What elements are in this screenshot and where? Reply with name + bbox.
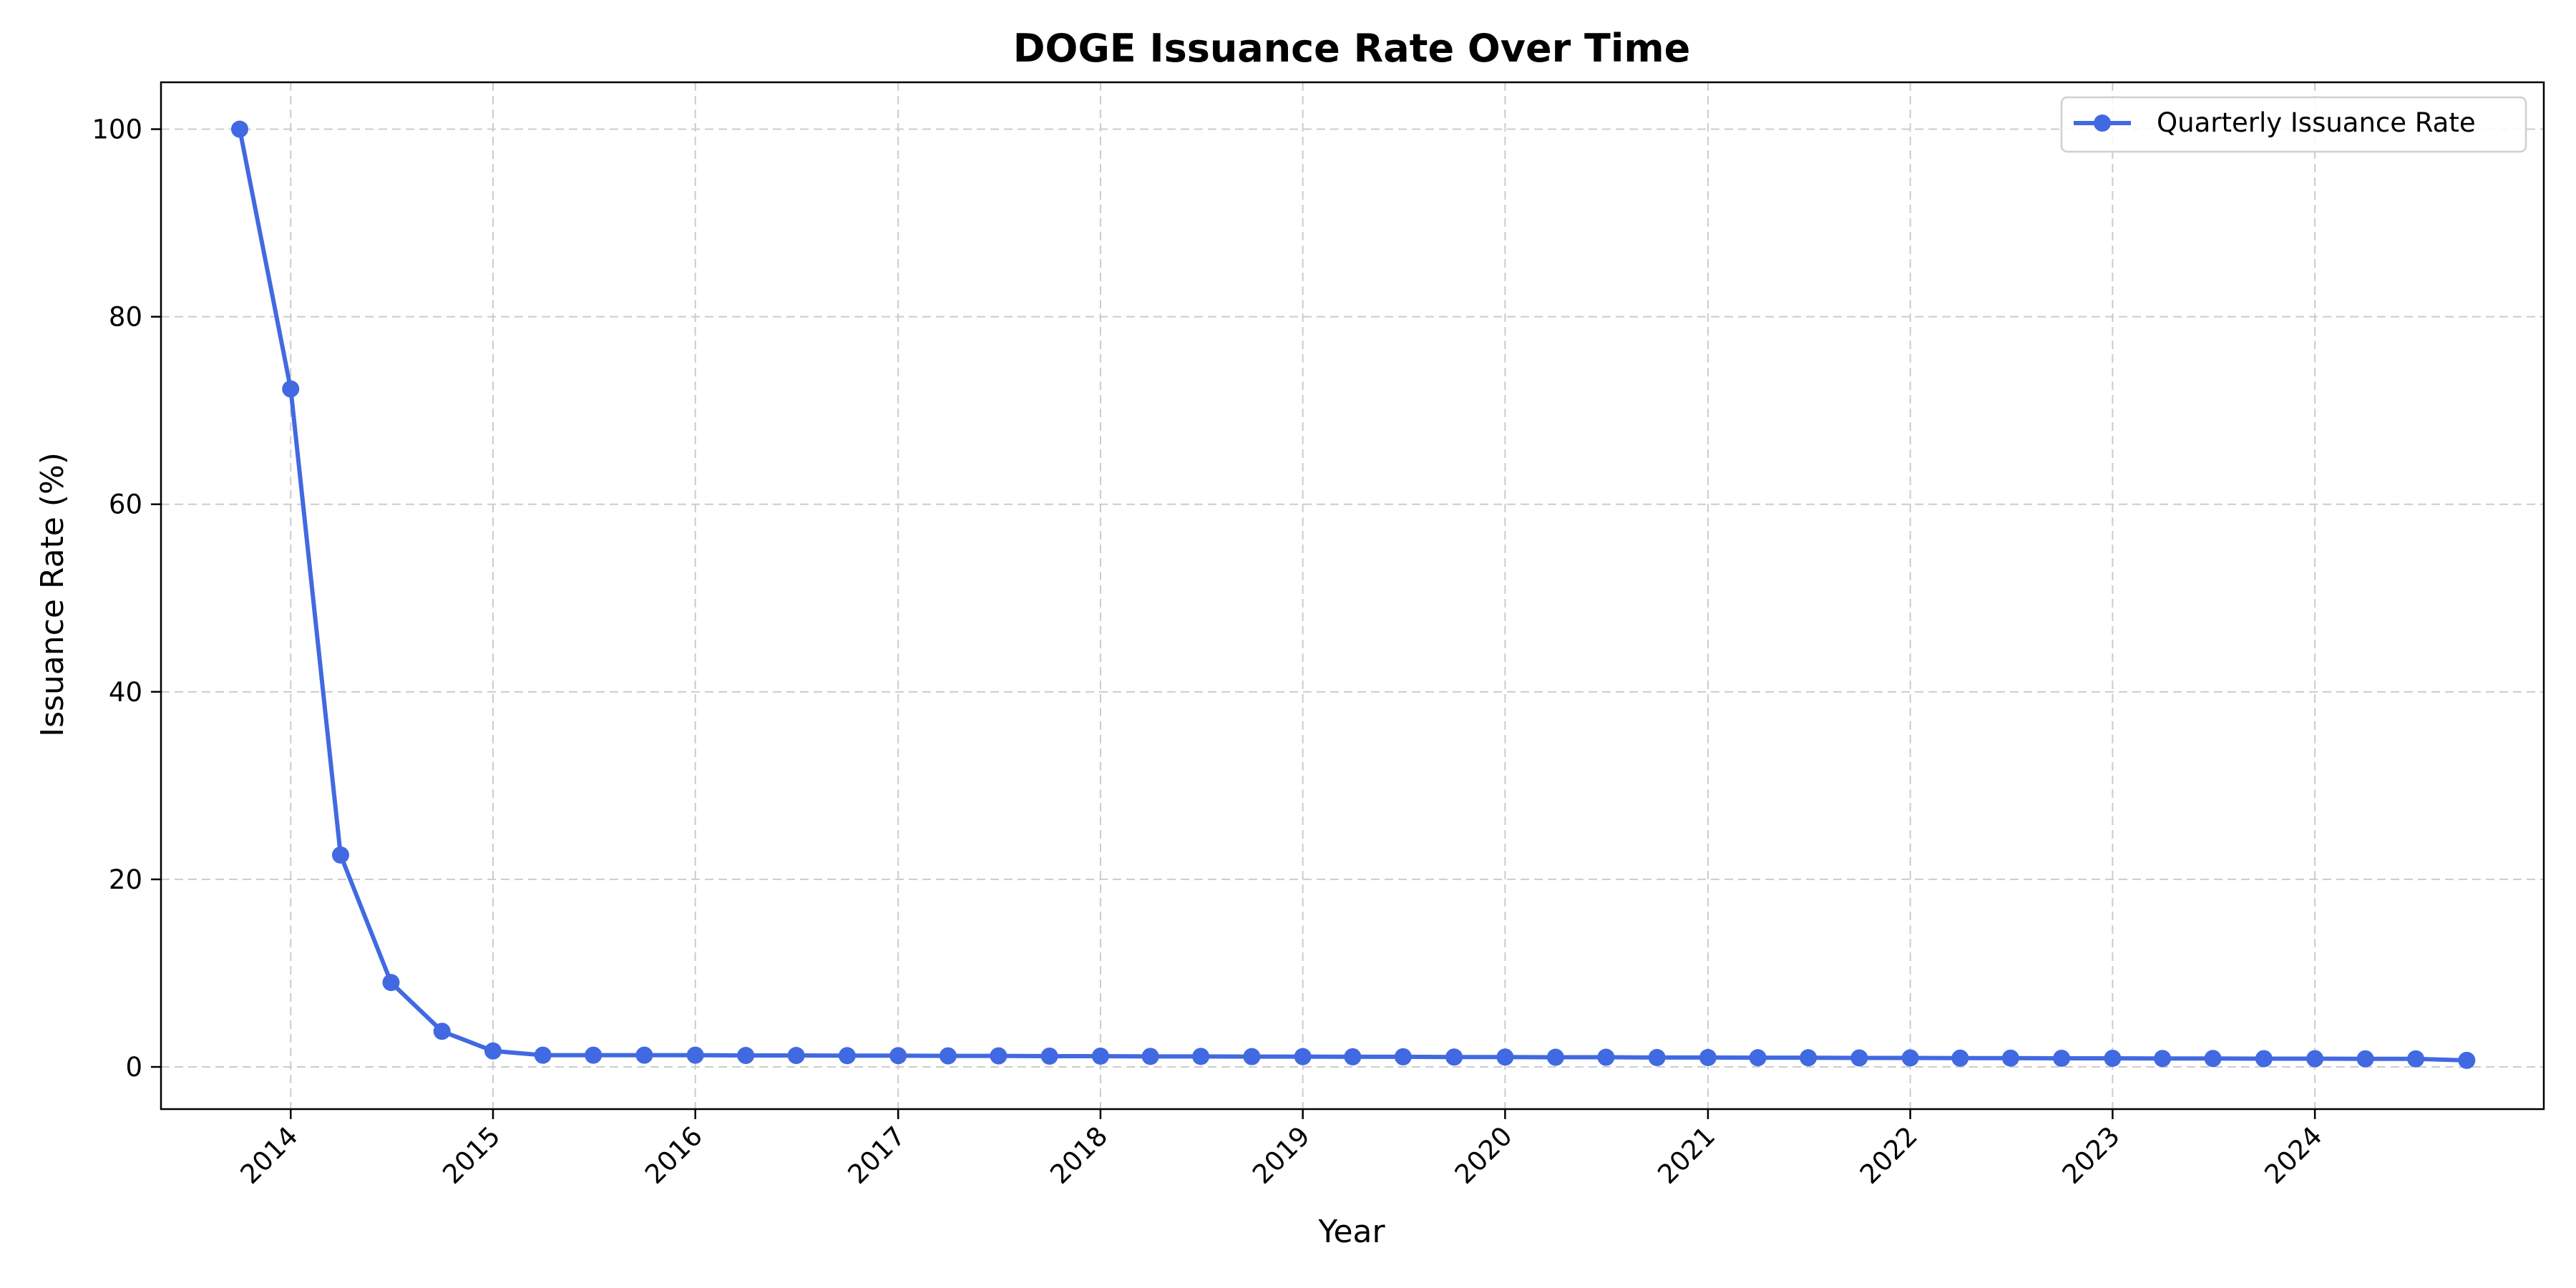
- data-point: [230, 120, 248, 138]
- data-point: [1901, 1049, 1919, 1067]
- data-point: [1243, 1048, 1261, 1065]
- chart-title: DOGE Issuance Rate Over Time: [1013, 26, 1691, 71]
- data-point: [282, 380, 300, 398]
- data-point: [2458, 1051, 2476, 1069]
- y-axis: 0 20 40 60 80 100: [92, 114, 161, 1083]
- y-tick-label: 60: [109, 489, 142, 520]
- data-point: [838, 1047, 856, 1065]
- data-point: [1192, 1048, 1210, 1065]
- data-point: [1040, 1047, 1058, 1065]
- data-point: [534, 1046, 552, 1064]
- plot-area: [160, 81, 2545, 1111]
- data-point: [2204, 1050, 2222, 1068]
- legend-box: [2060, 96, 2527, 153]
- data-point: [1294, 1048, 1312, 1065]
- grid: [161, 82, 2544, 1109]
- y-tick-label: 80: [109, 302, 142, 333]
- data-point: [2356, 1050, 2374, 1068]
- data-point: [1699, 1048, 1717, 1066]
- x-axis-label: Year: [1317, 1214, 1385, 1250]
- data-point: [939, 1047, 957, 1065]
- legend-marker: [2094, 114, 2111, 132]
- data-point: [787, 1047, 805, 1065]
- y-axis-label: Issuance Rate (%): [34, 452, 71, 737]
- legend-label: Quarterly Issuance Rate: [2157, 107, 2476, 138]
- data-point: [1344, 1048, 1362, 1065]
- data-point: [2154, 1050, 2172, 1068]
- data-point: [1091, 1047, 1109, 1065]
- data-point: [990, 1047, 1008, 1065]
- data-point: [1445, 1048, 1463, 1066]
- data-point: [585, 1046, 602, 1064]
- data-point: [737, 1047, 755, 1065]
- data-point: [1800, 1049, 1818, 1067]
- y-tick-label: 40: [109, 677, 142, 708]
- data-point: [2255, 1050, 2273, 1068]
- data-point: [889, 1047, 907, 1065]
- data-point: [331, 846, 349, 864]
- data-point: [2407, 1050, 2425, 1068]
- data-point: [1749, 1049, 1767, 1067]
- data-point: [382, 974, 400, 992]
- legend: Quarterly Issuance Rate: [2060, 96, 2527, 153]
- data-point: [1648, 1048, 1666, 1066]
- data-point: [2306, 1050, 2324, 1068]
- data-point: [2104, 1049, 2122, 1067]
- y-tick-label: 100: [92, 114, 142, 145]
- data-point: [1496, 1048, 1514, 1066]
- data-point: [686, 1046, 704, 1064]
- data-point: [2053, 1049, 2071, 1067]
- y-tick-label: 20: [109, 864, 142, 895]
- data-point: [2001, 1049, 2019, 1067]
- y-tick-label: 0: [125, 1052, 142, 1083]
- data-point: [1850, 1049, 1868, 1067]
- series-layer: [230, 120, 2476, 1069]
- data-point: [1597, 1048, 1615, 1066]
- data-point: [433, 1023, 451, 1040]
- data-point: [1394, 1048, 1412, 1065]
- data-point: [1141, 1048, 1159, 1065]
- data-point: [1951, 1049, 1969, 1067]
- data-point: [1546, 1048, 1564, 1066]
- data-point: [484, 1042, 502, 1060]
- data-point: [635, 1046, 653, 1064]
